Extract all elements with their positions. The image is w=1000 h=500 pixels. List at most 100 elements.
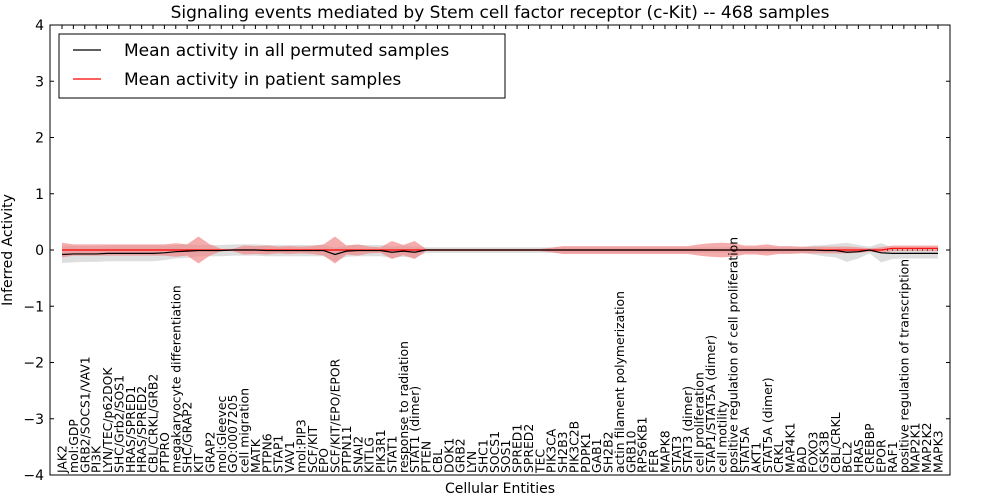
- x-tick-label: SOS1: [498, 440, 513, 473]
- x-tick-label: SH2B3: [555, 432, 570, 473]
- x-tick-label: STAT3 (dimer): [680, 386, 695, 473]
- x-tick-label: GSK3B: [817, 431, 832, 473]
- series-line-permuted: [61, 249, 938, 256]
- x-tick-label: mol:GDP: [66, 419, 81, 473]
- x-tick-label: MATK: [248, 438, 263, 473]
- x-tick-label: SCF/KIT: [305, 425, 320, 473]
- x-tick-label: GRB10: [623, 430, 638, 473]
- legend: Mean activity in all permuted samples Me…: [58, 33, 506, 99]
- x-tick-label: KIT: [191, 453, 206, 473]
- x-tick-label: EPO: [316, 448, 331, 473]
- x-tick-label: GRAP2: [202, 431, 217, 473]
- x-tick-label: cell motility: [714, 401, 729, 473]
- x-tick-label: SPRED2: [521, 424, 536, 473]
- x-tick-label: MAPK3: [931, 430, 946, 473]
- x-tick-label: CBL: [430, 449, 445, 473]
- x-tick-label: MAP2K2: [919, 422, 934, 473]
- x-tick-label: LYN/TEC/p62DOK: [100, 367, 115, 473]
- x-tick-label: DOK1: [441, 438, 456, 473]
- x-tick-label: response to radiation: [396, 341, 411, 473]
- x-tick-label: HRAS/SPRED1: [123, 386, 138, 473]
- x-tick-label: KITLG: [362, 437, 377, 473]
- x-tick-label: CBL/CRKL/GRB2: [146, 374, 161, 473]
- x-tick-label: positive regulation of cell proliferatio…: [726, 237, 741, 473]
- x-tick-label: BCL2: [839, 441, 854, 473]
- x-tick-label: SPRED1: [510, 424, 525, 473]
- y-tick-label: 4: [35, 18, 44, 34]
- x-tick-label: BAD: [794, 446, 809, 473]
- x-tick-label: PIK3CA: [544, 428, 559, 473]
- legend-label-permuted: Mean activity in all permuted samples: [124, 41, 449, 61]
- y-tick-label: 3: [35, 74, 44, 90]
- x-tick-label: PI3K: [89, 445, 104, 473]
- x-tick-label: PIK3R1: [373, 429, 388, 473]
- x-tick-label: MAP4K1: [783, 422, 798, 473]
- x-tick-label: GRB2/SOCS1/VAV1: [77, 356, 92, 473]
- x-tick-label: STAP1: [271, 435, 286, 473]
- x-tick-label: STAT1 (dimer): [407, 386, 422, 473]
- lines-layer: [61, 247, 939, 256]
- x-tick-label: mol:PIP3: [293, 419, 308, 473]
- x-axis-label: Cellular Entities: [445, 481, 555, 497]
- x-tick-label: SHC/Grb2/SOS1: [111, 375, 126, 473]
- y-axis-label: Inferred Activity: [0, 194, 16, 306]
- x-tick-label: CREBBP: [862, 423, 877, 473]
- y-tick-label: −2: [23, 356, 44, 372]
- x-tick-label: positive regulation of transcription: [896, 259, 911, 473]
- x-tick-label: SOCS1: [487, 431, 502, 473]
- x-tick-label: GRB2: [453, 438, 468, 473]
- x-tick-label: FOXO3: [805, 432, 820, 473]
- plot-frame: [49, 24, 951, 476]
- y-tick-label: 0: [35, 243, 44, 259]
- x-tick-label: SNAI2: [350, 436, 365, 473]
- x-tick-label: AKT1: [748, 442, 763, 473]
- x-tick-label: STAT1: [384, 436, 399, 473]
- x-tick-label: CRKL: [771, 441, 786, 473]
- x-tick-label: megakaryocyte differentiation: [168, 285, 183, 473]
- x-tick-label: EPOR: [874, 439, 889, 473]
- x-tick-label: PTPN11: [339, 425, 354, 473]
- x-tick-label: cell proliferation: [692, 372, 707, 473]
- x-tick-label: SCF/KIT/EPO/EPOR: [328, 358, 343, 473]
- x-tick-label: PTPRO: [157, 432, 172, 473]
- x-tick-label: FER: [646, 449, 661, 473]
- x-tick-label: VAV1: [282, 441, 297, 473]
- x-tick-label: GAB1: [589, 439, 604, 473]
- chart-title: Signaling events mediated by Stem cell f…: [171, 3, 830, 23]
- x-tick-label: PIK3C2B: [566, 421, 581, 473]
- x-tick-label: STAT5A: [737, 427, 752, 473]
- x-tick-label: STAP1/STAT5A (dimer): [703, 335, 718, 473]
- x-tick-label: PDPK1: [578, 433, 593, 474]
- x-tick-label: cell migration: [237, 388, 252, 473]
- y-ticks: −4 −3 −2 −1 0 1 2 3 4: [23, 18, 950, 484]
- x-tick-label: mol:Gleevec: [214, 395, 229, 473]
- x-tick-label: MAPK8: [657, 430, 672, 473]
- x-tick-label: MAP2K1: [908, 422, 923, 473]
- x-tick-label: RAF1: [885, 441, 900, 473]
- y-tick-label: 2: [35, 131, 44, 147]
- x-tick-label: RPS6KB1: [635, 417, 650, 473]
- x-tick-label: STAT3: [669, 436, 684, 473]
- x-tick-label: PTPN6: [259, 433, 274, 473]
- x-tick-label: HRAS: [851, 439, 866, 473]
- x-tick-label: actin filament polymerization: [612, 291, 627, 473]
- y-tick-label: −1: [23, 299, 44, 315]
- y-tick-label: −3: [23, 412, 44, 428]
- x-ticks: JAK2mol:GDPGRB2/SOCS1/VAV1PI3KLYN/TEC/p6…: [55, 25, 946, 474]
- x-tick-label: GO:0007205: [225, 395, 240, 474]
- x-tick-label: STAT5A (dimer): [760, 377, 775, 473]
- legend-box: [58, 33, 506, 99]
- y-tick-label: 1: [35, 187, 44, 203]
- x-tick-label: CBL/CRKL: [828, 412, 843, 473]
- legend-label-patient: Mean activity in patient samples: [124, 70, 401, 90]
- x-tick-label: LYN: [464, 451, 479, 473]
- x-tick-label: PTEN: [419, 441, 434, 473]
- x-tick-label: SH2B2: [601, 432, 616, 473]
- x-tick-label: HRAS/SPRED2: [134, 386, 149, 473]
- x-tick-label: SHC1: [475, 439, 490, 473]
- y-tick-label: −4: [23, 468, 44, 484]
- x-tick-label: SHC/GRAP2: [180, 401, 195, 473]
- x-tick-label: TEC: [532, 449, 547, 474]
- x-tick-label: JAK2: [55, 445, 70, 474]
